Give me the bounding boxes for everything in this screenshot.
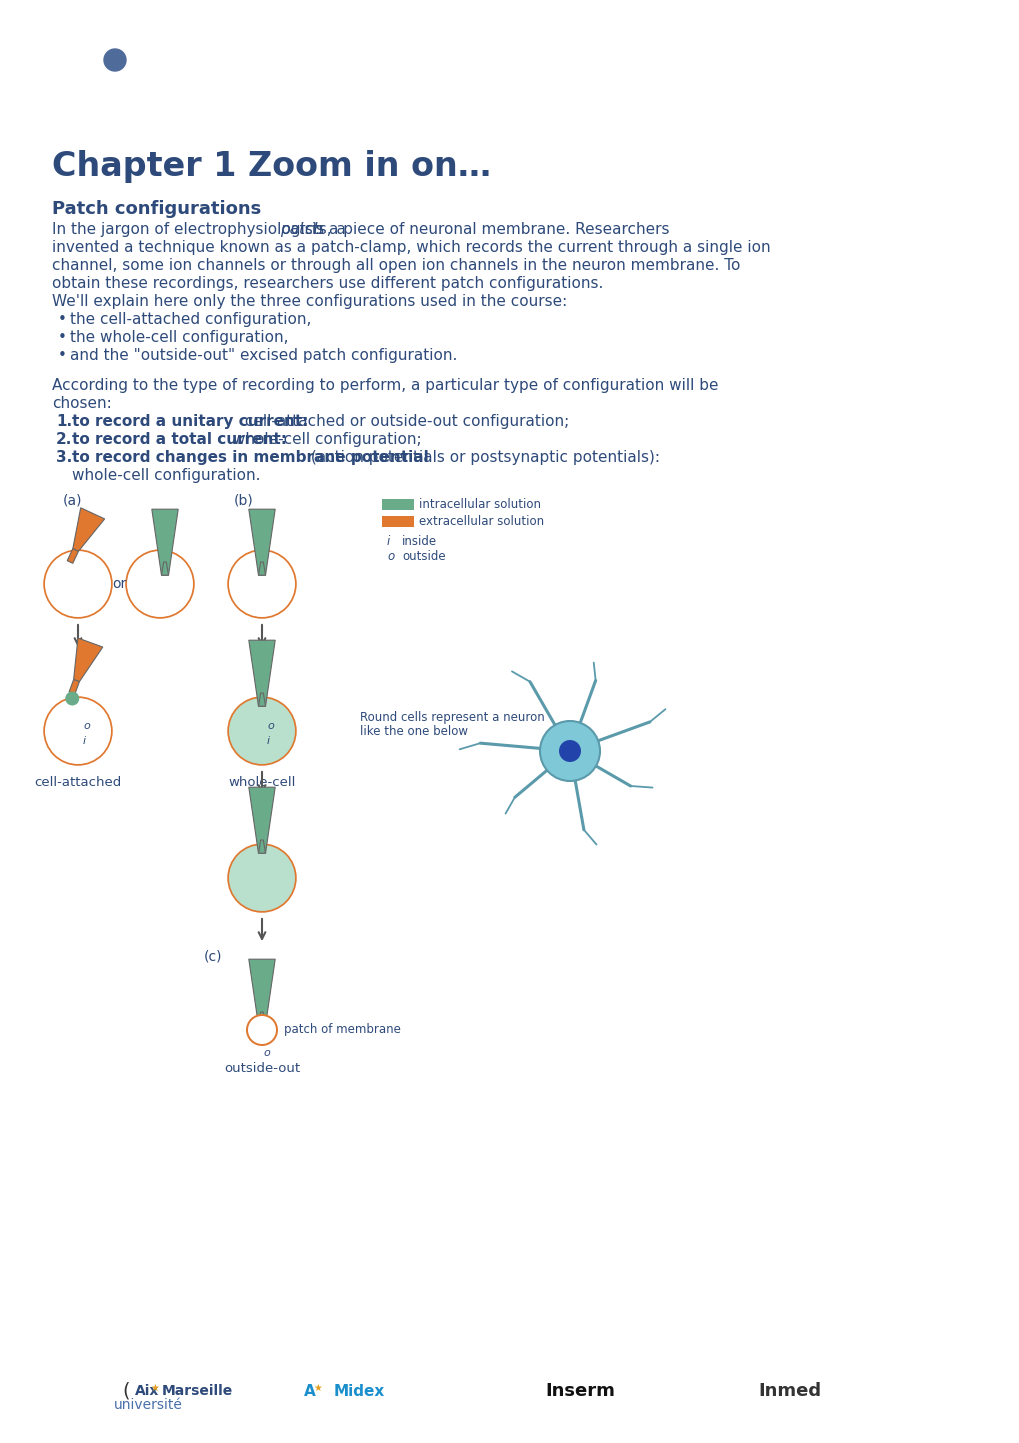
Polygon shape: [69, 680, 79, 694]
Text: CONSTANCE HAMMOND: CONSTANCE HAMMOND: [430, 89, 650, 107]
Polygon shape: [152, 509, 178, 576]
Text: invented a technique known as a patch-clamp, which records the current through a: invented a technique known as a patch-cl…: [52, 240, 770, 255]
Polygon shape: [258, 1012, 265, 1025]
Text: Inmed: Inmed: [758, 1382, 820, 1400]
Polygon shape: [249, 509, 275, 576]
Circle shape: [539, 722, 599, 781]
Text: Chapter 1 Zoom in on…: Chapter 1 Zoom in on…: [52, 150, 490, 183]
Circle shape: [45, 698, 111, 763]
Text: like the one below: like the one below: [360, 724, 468, 737]
Text: patch of membrane: patch of membrane: [283, 1023, 400, 1036]
Text: Round cells represent a neuron: Round cells represent a neuron: [360, 711, 544, 724]
Text: Patch configurations: Patch configurations: [52, 201, 261, 218]
Text: (a): (a): [63, 494, 83, 508]
Polygon shape: [258, 840, 265, 853]
Circle shape: [45, 551, 111, 618]
Circle shape: [97, 42, 132, 78]
Circle shape: [558, 740, 581, 762]
Text: i: i: [83, 736, 86, 746]
Text: 2.: 2.: [56, 431, 72, 447]
Text: is a piece of neuronal membrane. Researchers: is a piece of neuronal membrane. Researc…: [307, 222, 669, 237]
Polygon shape: [249, 788, 275, 853]
Circle shape: [65, 691, 79, 706]
Circle shape: [248, 1016, 276, 1043]
Text: to record a unitary current:: to record a unitary current:: [72, 414, 308, 429]
Text: extracellular solution: extracellular solution: [419, 515, 543, 528]
Text: the cell-attached configuration,: the cell-attached configuration,: [70, 312, 311, 328]
Text: whole-cell configuration;: whole-cell configuration;: [228, 431, 421, 447]
Text: obtain these recordings, researchers use different patch configurations.: obtain these recordings, researchers use…: [52, 276, 603, 291]
Text: Marseille: Marseille: [162, 1384, 233, 1398]
Circle shape: [43, 550, 113, 619]
Circle shape: [125, 550, 195, 619]
Text: and the "outside-out" excised patch configuration.: and the "outside-out" excised patch conf…: [70, 348, 457, 364]
Circle shape: [246, 1014, 278, 1046]
Text: o: o: [386, 550, 394, 563]
Text: outside-out: outside-out: [224, 1062, 300, 1075]
Text: cell-attached: cell-attached: [35, 776, 121, 789]
Text: inside: inside: [401, 535, 437, 548]
Circle shape: [127, 551, 193, 618]
Circle shape: [104, 49, 126, 71]
Text: (action potentials or postsynaptic potentials):: (action potentials or postsynaptic poten…: [306, 450, 659, 465]
Circle shape: [227, 843, 297, 913]
Text: According to the type of recording to perform, a particular type of configuratio: According to the type of recording to pe…: [52, 378, 717, 392]
Text: Inserm: Inserm: [544, 1382, 614, 1400]
Polygon shape: [249, 641, 275, 706]
Text: o: o: [267, 722, 273, 732]
Text: to record a total current:: to record a total current:: [72, 431, 286, 447]
Text: intracellular solution: intracellular solution: [419, 498, 540, 511]
Text: We'll explain here only the three configurations used in the course:: We'll explain here only the three config…: [52, 294, 567, 309]
Text: i: i: [267, 736, 270, 746]
Polygon shape: [249, 960, 275, 1025]
Text: université: université: [113, 1398, 182, 1413]
Text: whole-cell: whole-cell: [228, 776, 296, 789]
Text: In the jargon of electrophysiologists, a: In the jargon of electrophysiologists, a: [52, 222, 351, 237]
Circle shape: [229, 551, 294, 618]
Text: Midex: Midex: [333, 1384, 385, 1398]
Text: patch: patch: [279, 222, 322, 237]
Text: Aix: Aix: [135, 1384, 159, 1398]
Text: •: •: [58, 348, 67, 364]
Text: to record changes in membrane potential: to record changes in membrane potential: [72, 450, 428, 465]
Text: o: o: [83, 722, 90, 732]
Text: chosen:: chosen:: [52, 395, 112, 411]
Text: (c): (c): [204, 949, 222, 962]
Text: •: •: [58, 330, 67, 345]
Text: cell-attached or outside-out configuration;: cell-attached or outside-out configurati…: [239, 414, 569, 429]
Text: (b): (b): [233, 494, 254, 508]
Circle shape: [229, 698, 294, 763]
Text: outside: outside: [401, 550, 445, 563]
Polygon shape: [67, 548, 78, 563]
Text: or: or: [112, 577, 126, 592]
Polygon shape: [258, 693, 265, 706]
Text: (: (: [122, 1381, 129, 1401]
Circle shape: [227, 697, 297, 766]
Text: i: i: [386, 535, 390, 548]
Circle shape: [43, 697, 113, 766]
FancyBboxPatch shape: [382, 499, 414, 509]
Text: A: A: [304, 1384, 316, 1398]
Circle shape: [229, 846, 294, 911]
FancyBboxPatch shape: [382, 517, 414, 527]
Text: •: •: [58, 312, 67, 328]
Text: whole-cell configuration.: whole-cell configuration.: [72, 468, 260, 483]
Polygon shape: [161, 561, 168, 576]
Text: o: o: [263, 1048, 269, 1058]
Text: 1.: 1.: [56, 414, 72, 429]
Text: CELLULAR NEUROPHYSIOLOGY: CELLULAR NEUROPHYSIOLOGY: [303, 27, 777, 56]
Polygon shape: [72, 508, 105, 551]
Polygon shape: [258, 561, 265, 576]
Text: ★: ★: [313, 1382, 322, 1392]
Text: the whole-cell configuration,: the whole-cell configuration,: [70, 330, 288, 345]
Text: ★: ★: [151, 1382, 159, 1392]
Circle shape: [227, 550, 297, 619]
Polygon shape: [73, 638, 103, 681]
Text: channel, some ion channels or through all open ion channels in the neuron membra: channel, some ion channels or through al…: [52, 258, 740, 273]
Text: 3.: 3.: [56, 450, 72, 465]
